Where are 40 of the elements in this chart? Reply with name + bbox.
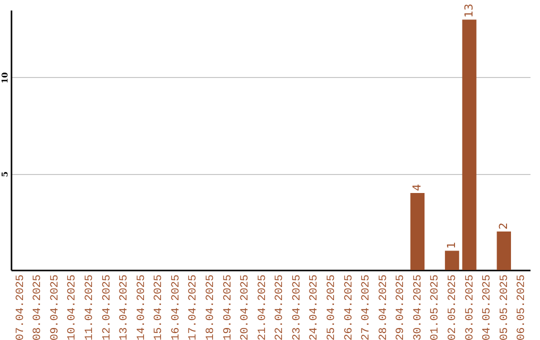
x-tick-label: 19.04.2025 (222, 274, 234, 340)
x-tick-label: 27.04.2025 (360, 274, 373, 340)
x-tick-label: 08.04.2025 (32, 274, 44, 340)
x-tick-label: 18.04.2025 (204, 274, 217, 340)
x-tick-label: 30.04.2025 (412, 274, 424, 340)
data-label: 13 (462, 4, 476, 18)
x-tick-label: 21.04.2025 (256, 274, 269, 340)
x-tick-label: 14.04.2025 (136, 274, 148, 340)
y-tick-label: 5 (0, 171, 10, 177)
x-tick-label: 15.04.2025 (153, 274, 166, 340)
x-tick-label: 25.04.2025 (326, 274, 338, 340)
data-label: 1 (445, 242, 458, 249)
x-tick-label: 26.04.2025 (343, 274, 356, 340)
x-tick-label: 02.05.2025 (447, 274, 460, 340)
y-tick-label: 10 (0, 72, 10, 84)
x-tick-label: 13.04.2025 (118, 274, 131, 340)
data-label: 2 (496, 222, 510, 230)
x-tick-label: 29.04.2025 (395, 274, 408, 340)
x-tick-label: 10.04.2025 (66, 274, 79, 340)
x-tick-label: 11.04.2025 (84, 274, 96, 340)
x-tick-label: 07.04.2025 (14, 274, 27, 340)
bar (496, 231, 511, 270)
x-tick-label: 04.05.2025 (482, 274, 494, 340)
x-tick-label: 12.04.2025 (101, 274, 114, 340)
x-tick-label: 28.04.2025 (378, 274, 390, 340)
x-tick-label: 20.04.2025 (240, 274, 252, 340)
x-tick-label: 24.04.2025 (308, 274, 321, 340)
x-tick-label: 16.04.2025 (170, 274, 182, 340)
x-tick-label: 06.05.2025 (516, 274, 528, 340)
bar (410, 192, 425, 270)
x-tick-label: 03.05.2025 (464, 274, 476, 340)
x-tick-label: 09.04.2025 (49, 274, 62, 340)
x-tick-label: 17.04.2025 (188, 274, 200, 340)
bar (462, 20, 476, 270)
data-label: 4 (410, 184, 424, 191)
x-tick-label: 01.05.2025 (430, 274, 442, 340)
x-tick-label: 23.04.2025 (291, 274, 304, 340)
x-tick-label: 22.04.2025 (274, 274, 286, 340)
x-tick-label: 05.05.2025 (498, 274, 511, 340)
bar (444, 250, 460, 270)
